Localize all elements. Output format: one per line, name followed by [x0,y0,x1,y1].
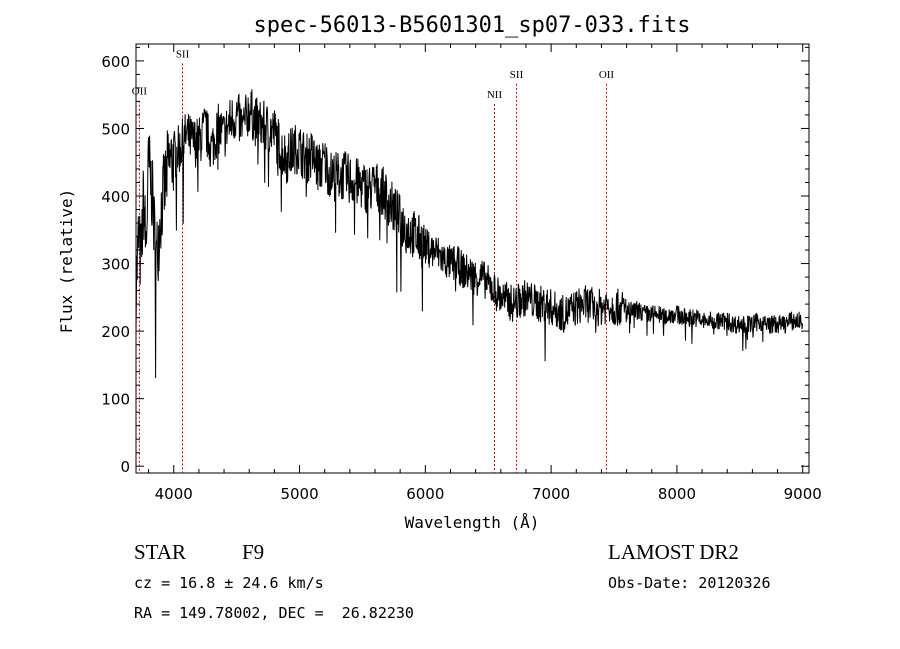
y-tick-label: 200 [101,323,130,341]
spectral-line-label: OII [132,86,148,98]
observation-date: Obs-Date: 20120326 [608,574,771,592]
spectrum-line [135,89,803,379]
coordinates: RA = 149.78002, DEC = 26.82230 [134,604,414,622]
survey-name: LAMOST DR2 [608,540,739,564]
spectral-line-label: NII [487,89,503,101]
spectral-line-label: SII [176,49,190,61]
y-tick-label: 400 [101,188,130,206]
x-axis-label: Wavelength (Å) [405,513,540,532]
object-subclass: F9 [242,540,265,564]
x-tick-label: 6000 [406,485,444,503]
y-tick-label: 100 [101,391,130,409]
y-tick-label: 600 [101,53,130,71]
plot-frame [135,43,810,474]
x-tick-label: 5000 [280,485,318,503]
x-axis-ticks: 4000 5000 6000 7000 8000 9000 [148,44,822,503]
spectrum-series-layer [135,89,803,379]
x-tick-label: 4000 [155,485,193,503]
y-tick-label: 0 [120,458,130,476]
spectral-line-label: SII [510,69,524,81]
y-axis-ticks: 0 100 200 300 400 500 600 [101,46,809,476]
object-class: STAR [134,540,186,564]
redshift-velocity: cz = 16.8 ± 24.6 km/s [134,574,324,592]
x-tick-label: 8000 [658,485,696,503]
y-axis-label: Flux (relative) [57,189,76,334]
y-tick-label: 500 [101,120,130,138]
chart-title: spec-56013-B5601301_sp07-033.fits [253,13,690,38]
x-tick-label: 9000 [784,485,822,503]
spectral-line-label: OII [599,69,615,81]
y-tick-label: 300 [101,256,130,274]
x-tick-label: 7000 [532,485,570,503]
